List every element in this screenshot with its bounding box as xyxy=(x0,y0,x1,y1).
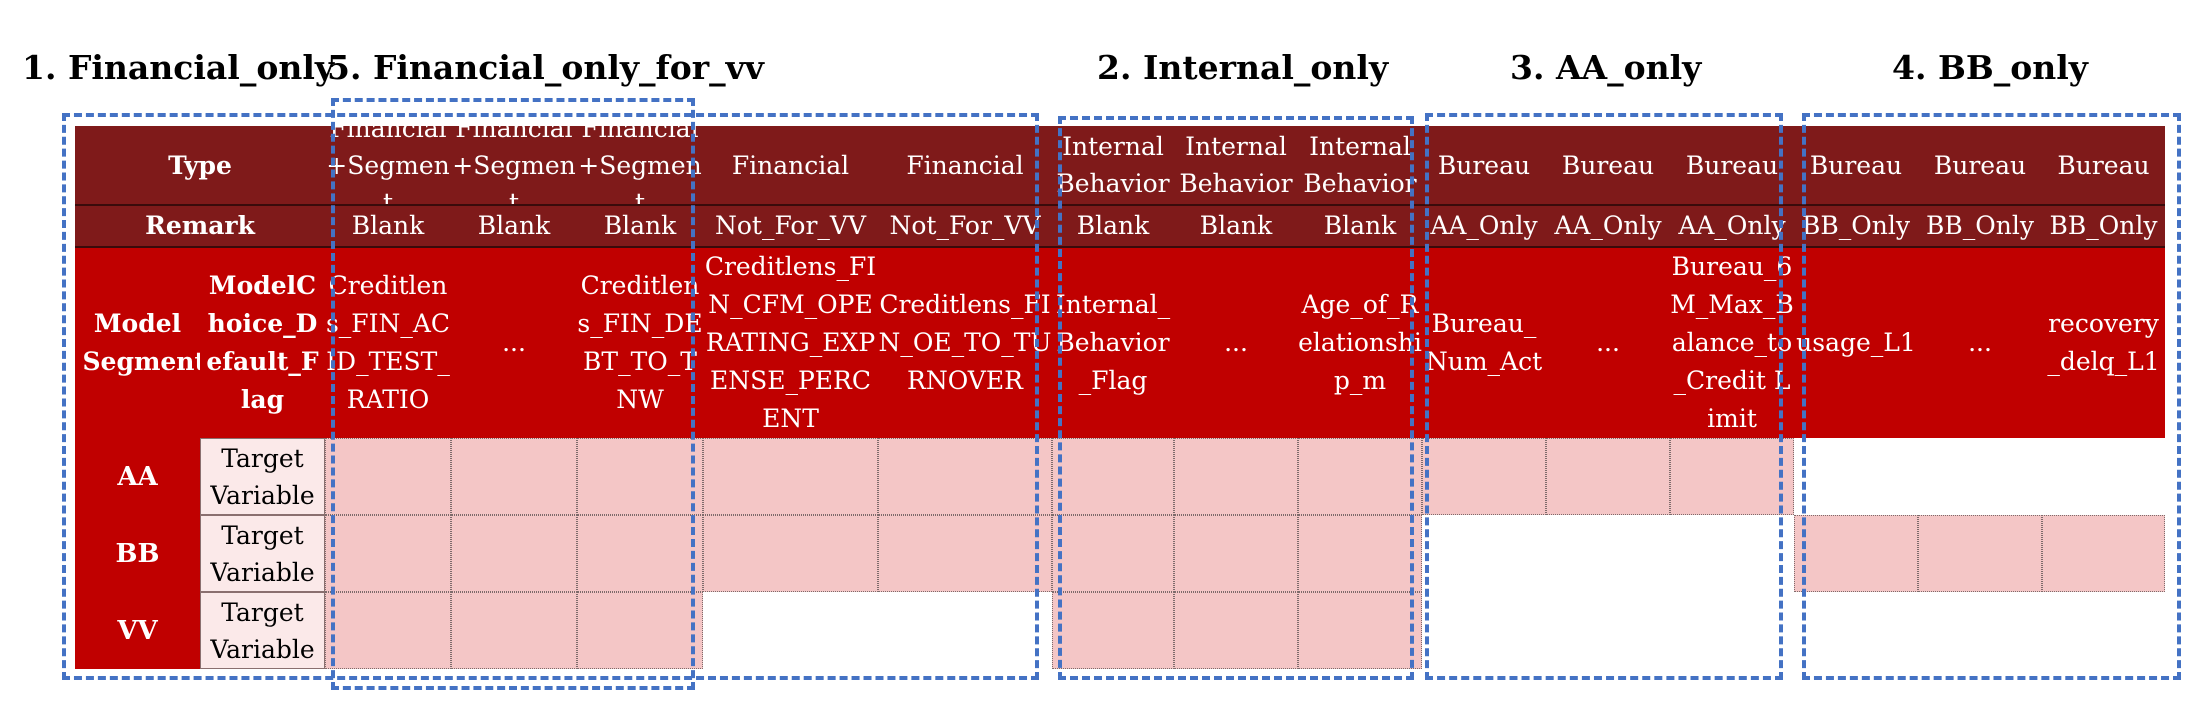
variable-name-cell: ... xyxy=(1546,248,1670,438)
applicable-cell xyxy=(451,592,577,669)
default-flag-label: ModelChoice_Default_Flag xyxy=(200,248,325,438)
variable-name-cell: Creditlens_FIN_ACID_TEST_RATIO xyxy=(325,248,451,438)
remark-cell: BB_Only xyxy=(2042,206,2165,246)
type-cell: Bureau xyxy=(1546,126,1670,204)
type-cell: Financial +Segment xyxy=(577,126,703,204)
segment-label-aa: AA xyxy=(75,438,200,515)
applicable-cell xyxy=(878,515,1052,592)
type-row-label: Type xyxy=(75,126,325,204)
group-box-internal-only xyxy=(1058,116,1414,680)
applicable-cell xyxy=(1174,438,1298,515)
applicable-cell xyxy=(878,438,1052,515)
remark-cell: Blank xyxy=(1052,206,1174,246)
type-cell: Internal Behavior xyxy=(1298,126,1422,204)
type-cell: Internal Behavior xyxy=(1174,126,1298,204)
group-title-internal-only: 2. Internal_only xyxy=(1097,48,1389,87)
applicable-cell xyxy=(703,515,878,592)
group-title-bb-only: 4. BB_only xyxy=(1892,48,2088,87)
applicable-cell xyxy=(1174,515,1298,592)
group-box-financial-only-for-vv xyxy=(331,98,695,690)
variable-name-cell: usage_L1 xyxy=(1794,248,1918,438)
remark-cell: BB_Only xyxy=(1794,206,1918,246)
variable-name-cell: Creditlens_FIN_CFM_OPERATING_EXPENSE_PER… xyxy=(703,248,878,438)
model-segment-label: Model Segment xyxy=(75,248,200,438)
variable-name-cell: ... xyxy=(1918,248,2042,438)
variable-name-cell: Age_of_Relationship_m xyxy=(1298,248,1422,438)
type-cell: Financial +Segment xyxy=(451,126,577,204)
remark-cell: Blank xyxy=(1298,206,1422,246)
target-variable-cell: Target Variable xyxy=(200,515,325,592)
type-cell: Bureau xyxy=(1670,126,1794,204)
header-separator-line xyxy=(75,246,2165,248)
group-box-aa-only xyxy=(1425,113,1783,680)
remark-cell: Blank xyxy=(451,206,577,246)
variable-name-cell: Bureau_6M_Max_Balance_to_Credit Limit xyxy=(1670,248,1794,438)
applicable-cell xyxy=(1052,592,1174,669)
applicable-cell xyxy=(325,592,451,669)
group-title-financial-only: 1. Financial_only xyxy=(22,48,335,87)
applicable-cell xyxy=(1174,592,1298,669)
applicable-cell xyxy=(1298,592,1422,669)
applicable-cell xyxy=(1794,515,1918,592)
variable-name-cell: Internal_Behavior_Flag xyxy=(1052,248,1174,438)
group-title-aa-only: 3. AA_only xyxy=(1510,48,1702,87)
applicable-cell xyxy=(577,515,703,592)
type-cell: Bureau xyxy=(1422,126,1546,204)
type-cell: Internal Behavior xyxy=(1052,126,1174,204)
type-cell: Financial xyxy=(878,126,1052,204)
type-cell: Bureau xyxy=(1918,126,2042,204)
remark-cell: Blank xyxy=(325,206,451,246)
remark-cell: Not_For_VV xyxy=(878,206,1052,246)
remark-cell: Blank xyxy=(1174,206,1298,246)
applicable-cell xyxy=(451,438,577,515)
applicable-cell xyxy=(325,438,451,515)
applicable-cell xyxy=(1298,515,1422,592)
target-variable-cell: Target Variable xyxy=(200,592,325,669)
applicable-cell xyxy=(1670,438,1794,515)
type-cell: Financial xyxy=(703,126,878,204)
remark-cell: Blank xyxy=(577,206,703,246)
variable-name-cell: Bureau_Num_Act xyxy=(1422,248,1546,438)
remark-cell: AA_Only xyxy=(1546,206,1670,246)
group-title-financial-only-for-vv: 5. Financial_only_for_vv xyxy=(327,48,764,87)
type-cell: Bureau xyxy=(1794,126,1918,204)
remark-row-label: Remark xyxy=(75,206,325,246)
remark-cell: BB_Only xyxy=(1918,206,2042,246)
model-segment-label-text: Model Segment xyxy=(82,309,201,376)
applicable-cell xyxy=(2042,515,2165,592)
type-cell: Bureau xyxy=(2042,126,2165,204)
applicable-cell xyxy=(1422,438,1546,515)
applicable-cell xyxy=(577,592,703,669)
applicable-cell xyxy=(1298,438,1422,515)
variable-name-cell: ... xyxy=(451,248,577,438)
variable-name-cell: Creditlens_FIN_OE_TO_TURNOVER xyxy=(878,248,1052,438)
applicable-cell xyxy=(1052,438,1174,515)
applicable-cell xyxy=(703,438,878,515)
remark-cell: Not_For_VV xyxy=(703,206,878,246)
applicable-cell xyxy=(451,515,577,592)
group-box-bb-only xyxy=(1802,113,2181,680)
applicable-cell xyxy=(325,515,451,592)
group-box-financial-only xyxy=(62,113,1039,680)
type-cell: Financial +Segment xyxy=(325,126,451,204)
remark-cell: AA_Only xyxy=(1422,206,1546,246)
segment-label-vv: VV xyxy=(75,592,200,669)
segment-label-bb: BB xyxy=(75,515,200,592)
applicable-cell xyxy=(1052,515,1174,592)
variable-name-cell: ... xyxy=(1174,248,1298,438)
remark-cell: AA_Only xyxy=(1670,206,1794,246)
variable-name-cell: recovery_delq_L1 xyxy=(2042,248,2165,438)
applicable-cell xyxy=(1546,438,1670,515)
target-variable-cell: Target Variable xyxy=(200,438,325,515)
header-separator-line xyxy=(75,204,2165,206)
default-flag-label-text: ModelChoice_Default_Flag xyxy=(206,271,319,414)
applicable-cell xyxy=(1918,515,2042,592)
variable-name-cell: Creditlens_FIN_DEBT_TO_TNW xyxy=(577,248,703,438)
applicable-cell xyxy=(577,438,703,515)
